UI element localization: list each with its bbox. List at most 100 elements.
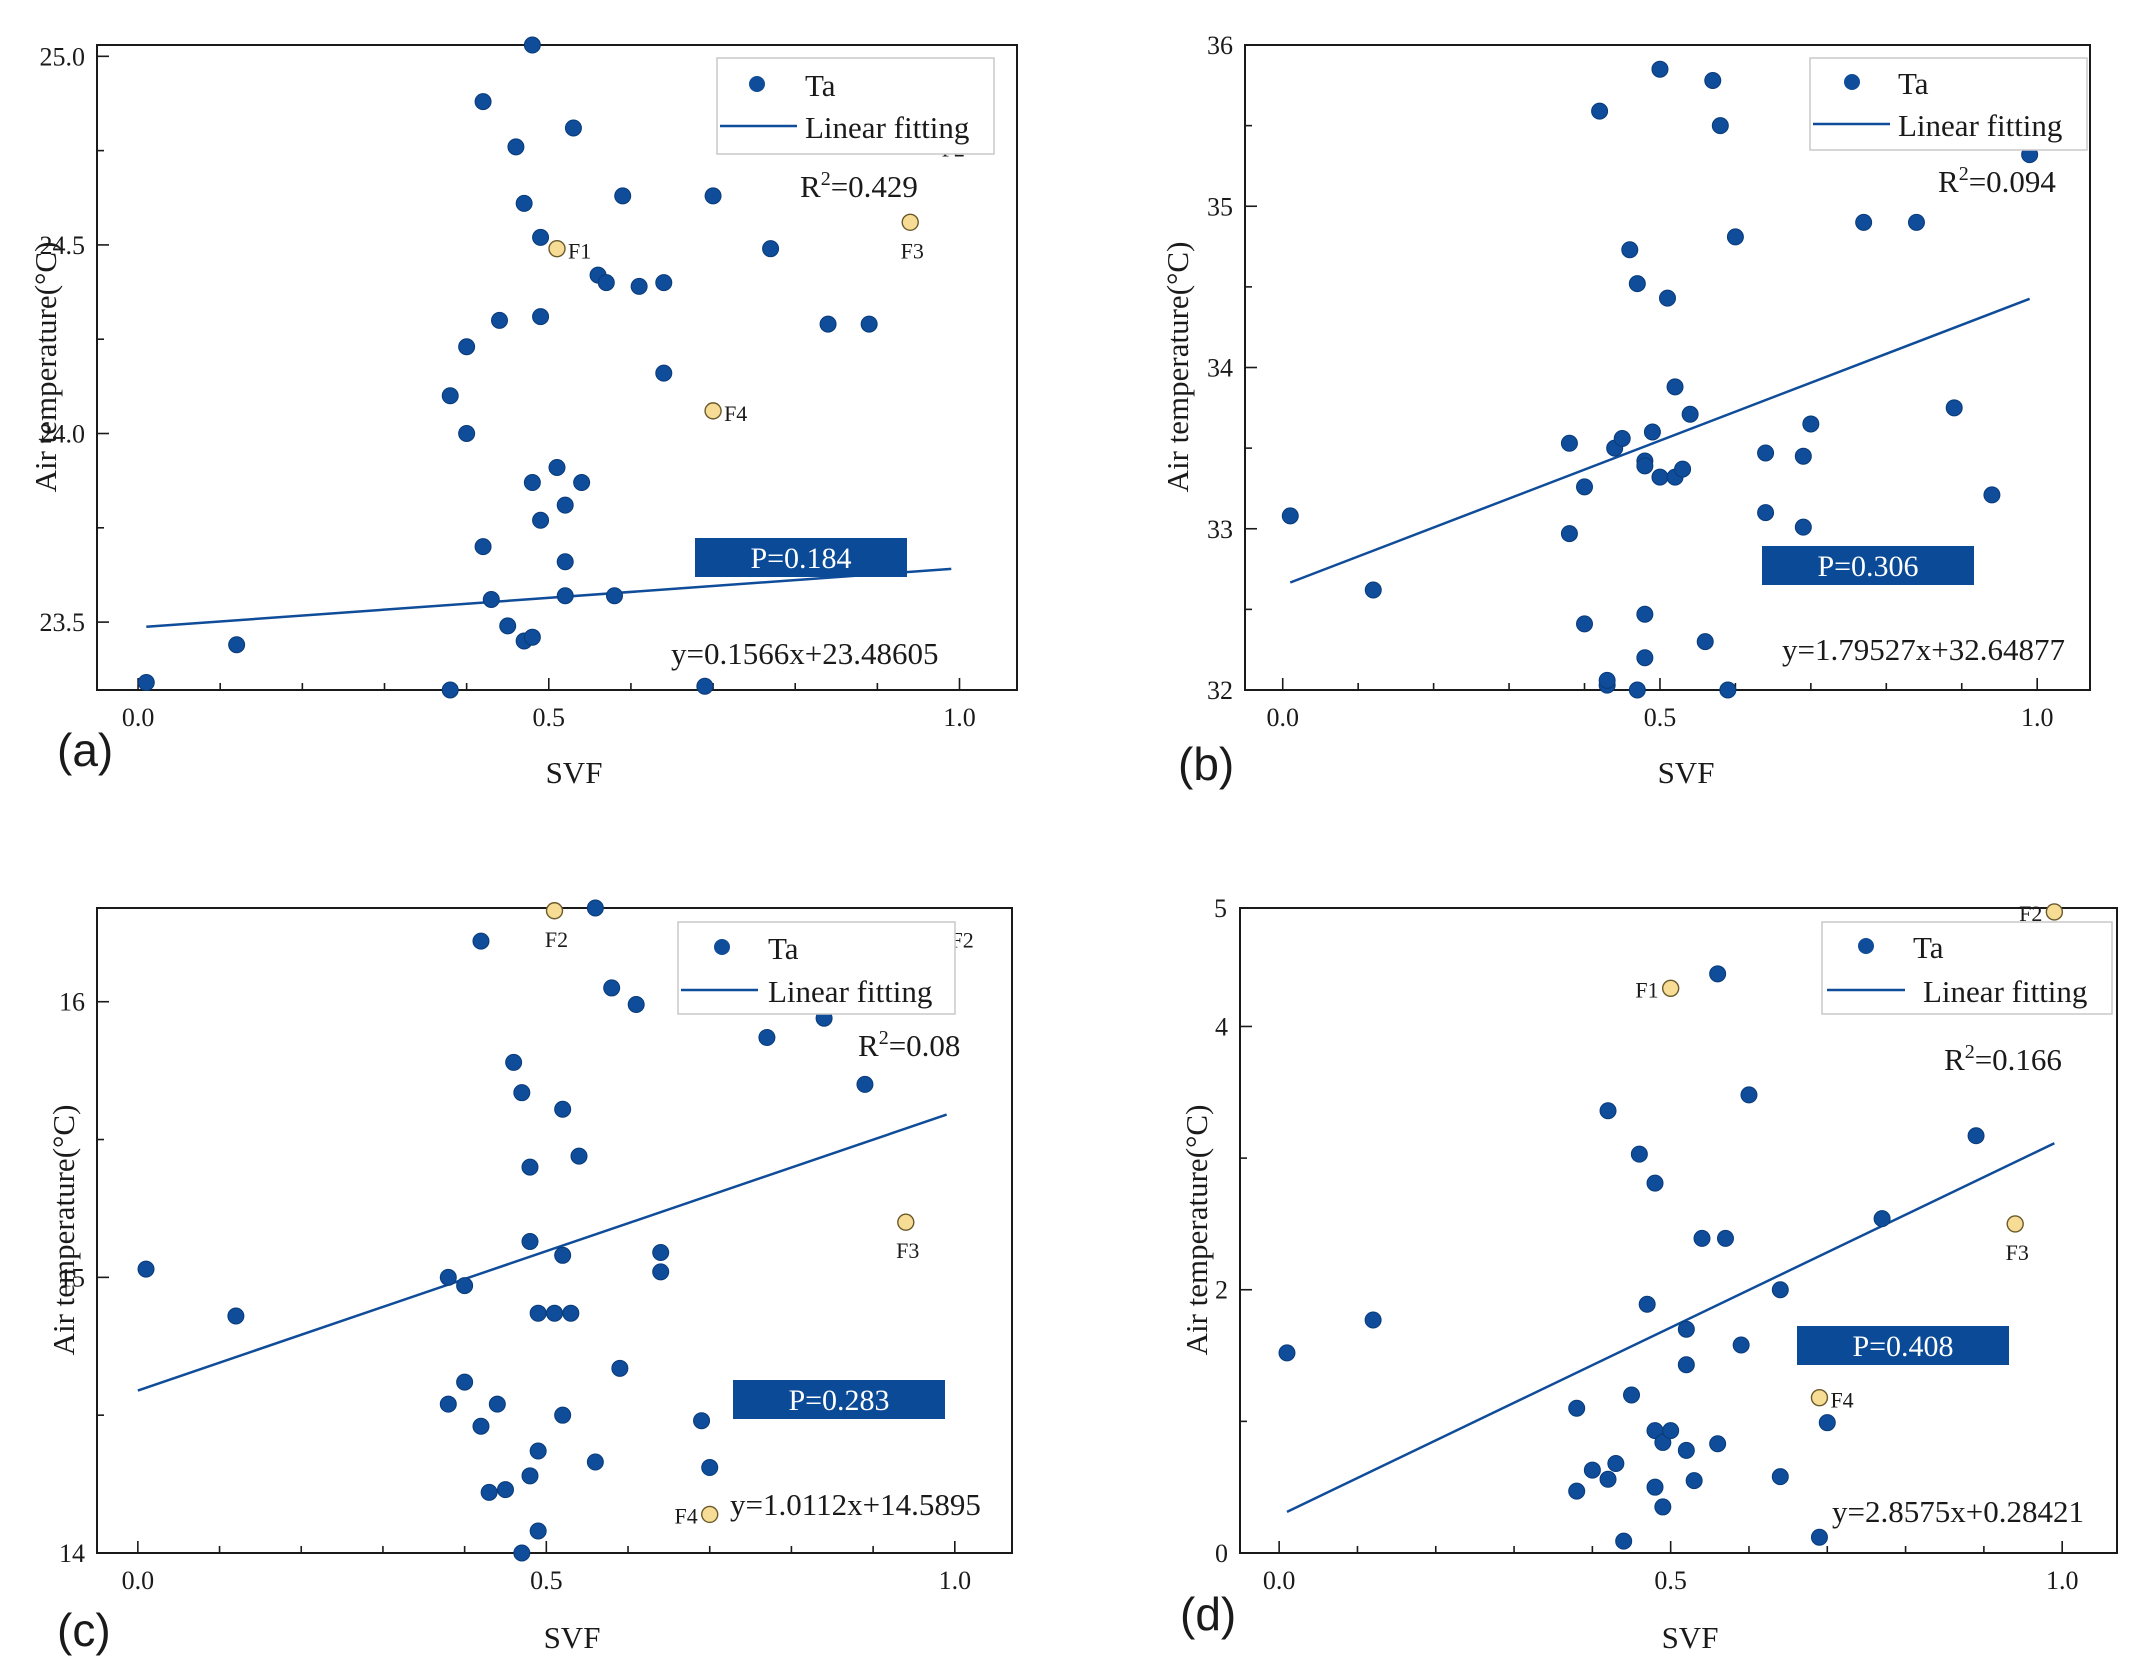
data-point (1651, 60, 1669, 78)
data-point (515, 194, 533, 212)
highlight-point (901, 213, 919, 231)
highlight-label: F3 (2006, 1240, 2029, 1265)
x-axis-label: SVF (546, 755, 603, 790)
data-point (546, 1304, 563, 1322)
data-point (1598, 671, 1616, 689)
data-point (439, 1395, 457, 1413)
data-point (482, 590, 500, 608)
legend-points-label: Ta (1913, 930, 1944, 965)
data-point (655, 364, 673, 382)
data-point (1560, 434, 1578, 452)
data-points (1278, 965, 1985, 1550)
r-squared-label: R2=0.08 (858, 1027, 960, 1063)
y-tick-label: 32 (1207, 676, 1233, 705)
data-point (474, 538, 492, 556)
data-point (456, 1277, 474, 1295)
data-point (1677, 1441, 1695, 1459)
data-point (1646, 1478, 1664, 1496)
data-points (1281, 60, 2039, 699)
data-point (556, 496, 574, 514)
fit-line (137, 1113, 948, 1392)
data-point (856, 1075, 874, 1093)
data-point (439, 1268, 457, 1286)
data-point (1613, 429, 1631, 447)
y-tick-label: 24.0 (40, 420, 86, 449)
data-point (573, 474, 591, 492)
data-point (1576, 615, 1594, 633)
y-tick-label: 25.0 (40, 42, 86, 71)
highlight-label: F2 (545, 927, 568, 952)
data-point (1967, 1127, 1985, 1145)
data-point (606, 587, 623, 605)
data-point (1659, 289, 1676, 307)
regression-equation: y=1.79527x+32.64877 (1782, 632, 2065, 667)
highlight-point (2045, 903, 2064, 921)
data-point (499, 617, 517, 635)
data-point (1568, 1399, 1586, 1417)
legend-line-label: Linear fitting (768, 974, 932, 1009)
y-axis-label: Air temperature(°C) (1179, 1105, 1214, 1356)
highlight-points: F1 F2 F3 F4 (1635, 901, 2064, 1413)
data-point (532, 511, 550, 529)
data-point (480, 1483, 498, 1501)
y-tick-label: 36 (1207, 31, 1233, 60)
data-point (458, 425, 476, 443)
data-point (586, 899, 604, 917)
x-tick-label: 0.0 (122, 1566, 155, 1595)
highlight-point (548, 239, 566, 258)
y-axis-label: Air temperature(°C) (46, 1105, 81, 1356)
data-point (1810, 1528, 1828, 1546)
axis-ticks: 0.0 0.5 1.0 23.5 24.0 24.5 25.0 (40, 42, 976, 732)
highlight-label: F3 (901, 238, 924, 263)
panel-label: (b) (1178, 738, 1234, 790)
data-point (1709, 965, 1727, 983)
data-point (529, 1442, 547, 1460)
highlight-label: F1 (568, 239, 591, 264)
data-point (507, 138, 525, 156)
fit-line (146, 567, 952, 629)
data-point (1771, 1281, 1789, 1299)
legend-box (1809, 57, 2088, 151)
data-point (630, 277, 648, 295)
data-point (1364, 581, 1382, 599)
data-point (1623, 1386, 1641, 1404)
data-point (554, 1246, 572, 1264)
data-point (137, 673, 155, 691)
data-point (1636, 605, 1654, 623)
data-point (1568, 1482, 1586, 1500)
data-point (1855, 213, 1873, 231)
legend-points-label: Ta (805, 68, 836, 103)
plot-frame (96, 44, 1018, 691)
legend-box (716, 57, 995, 155)
fit-line (1289, 297, 2031, 584)
data-point (603, 979, 621, 997)
x-tick-label: 1.0 (2021, 703, 2054, 732)
r-squared-label: R2=0.429 (800, 168, 918, 204)
data-point (1599, 1102, 1617, 1120)
highlight-label: F4 (1830, 1388, 1853, 1413)
data-point (614, 187, 632, 205)
highlight-point (897, 1213, 915, 1231)
x-tick-label: 0.0 (1263, 1566, 1296, 1595)
data-point (472, 1417, 490, 1435)
y-tick-label: 15 (59, 1263, 85, 1292)
legend-point-marker (714, 939, 730, 955)
regression-equation: y=0.1566x+23.48605 (671, 636, 938, 671)
data-point (1666, 378, 1684, 396)
x-axis-label: SVF (1658, 755, 1715, 790)
y-tick-label: 23.5 (40, 608, 86, 637)
p-value-box (1797, 1326, 2009, 1365)
data-point (529, 1304, 547, 1322)
r-squared-label: R2=0.166 (1944, 1041, 2062, 1077)
data-point (488, 1395, 506, 1413)
data-point (1704, 71, 1722, 89)
data-point (1802, 415, 1820, 433)
data-point (762, 240, 780, 258)
data-point (1628, 275, 1646, 293)
y-tick-label: 2 (1215, 1276, 1228, 1305)
data-point (758, 1029, 776, 1047)
r-squared-label: R2=0.094 (1938, 163, 2056, 199)
data-point (611, 1359, 629, 1377)
data-point (137, 1260, 155, 1278)
